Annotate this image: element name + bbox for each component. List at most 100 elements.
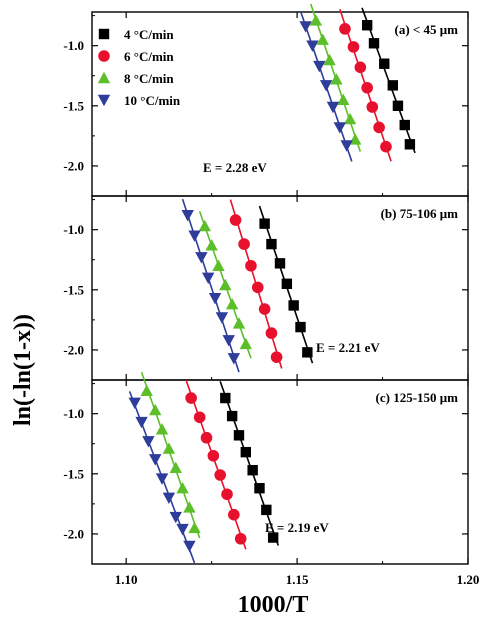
data-point <box>288 300 299 311</box>
data-point <box>202 272 215 284</box>
data-point <box>261 504 272 516</box>
data-point <box>232 317 246 329</box>
activation-energy-label: E = 2.19 eV <box>265 520 329 535</box>
y-tick-label: -1.5 <box>63 282 84 297</box>
legend-marker <box>98 28 110 40</box>
data-point <box>198 219 211 232</box>
data-point <box>176 482 189 494</box>
series-10-cmin <box>128 391 196 564</box>
data-point <box>162 492 176 505</box>
data-point <box>207 449 220 462</box>
legend-entry: 6 °C/min <box>98 49 174 64</box>
data-point <box>380 140 392 153</box>
data-point <box>361 20 373 31</box>
data-point <box>347 41 360 53</box>
data-point <box>313 60 326 73</box>
data-point <box>185 392 197 404</box>
data-point <box>234 532 247 545</box>
data-point <box>379 58 390 69</box>
series-8-cmin <box>198 211 253 359</box>
data-point <box>343 112 357 125</box>
data-point <box>258 303 271 315</box>
x-tick-label: 1.10 <box>115 572 138 587</box>
data-point <box>212 259 225 271</box>
data-point <box>354 61 367 74</box>
y-tick-label: -1.0 <box>63 222 84 237</box>
data-point <box>176 523 189 536</box>
y-tick-label: -2.0 <box>63 342 84 357</box>
data-point <box>245 259 257 272</box>
series-10-cmin <box>181 198 241 373</box>
data-point <box>239 337 253 350</box>
data-point <box>361 81 373 94</box>
y-tick-label: -2.0 <box>63 158 84 173</box>
data-point <box>302 347 313 358</box>
panel-a: -1.0 -1.5 -2.0 (a) < 45 μm E = 2.28 eV <box>63 3 469 197</box>
panel-label: (b) 75-106 μm <box>381 206 459 221</box>
data-point <box>155 473 169 485</box>
panel-b: -1.0 -1.5 -2.0 (b) 75-106 μm E = 2.21 eV <box>63 195 469 381</box>
legend-entry: 4 °C/min <box>98 27 174 42</box>
data-point <box>215 312 229 324</box>
data-point <box>340 140 353 152</box>
fit-line <box>219 381 280 546</box>
data-point <box>140 384 153 397</box>
data-point <box>387 80 398 91</box>
legend-label: 10 °C/min <box>124 93 181 108</box>
data-point <box>149 454 162 466</box>
series-6-cmin <box>339 8 392 162</box>
x-axis-label: 1000/T <box>238 592 309 618</box>
data-point <box>169 461 182 473</box>
data-point <box>259 218 270 229</box>
data-point <box>238 238 250 250</box>
data-point <box>181 210 194 222</box>
data-point <box>392 100 404 112</box>
data-point <box>169 511 182 524</box>
data-point <box>323 53 336 66</box>
legend-label: 8 °C/min <box>124 71 174 86</box>
data-point <box>368 38 380 49</box>
data-point <box>295 321 306 333</box>
fit-line <box>185 379 247 550</box>
data-point <box>267 532 279 543</box>
data-point <box>349 133 362 145</box>
x-tick-label: 1.20 <box>457 572 480 587</box>
data-point <box>193 411 206 424</box>
data-point <box>266 238 277 250</box>
panel-label: (a) < 45 μm <box>394 22 458 37</box>
legend-entry: 8 °C/min <box>97 71 174 86</box>
series-4-cmin <box>258 205 314 364</box>
data-point <box>149 403 162 416</box>
data-point <box>306 40 319 52</box>
data-point <box>195 252 208 264</box>
data-point <box>366 101 379 113</box>
data-point <box>226 410 238 422</box>
series-10-cmin <box>299 10 353 162</box>
y-tick-label: -2.0 <box>63 526 84 541</box>
series-8-cmin <box>309 3 362 152</box>
data-point <box>205 239 218 251</box>
x-tick-label: 1.15 <box>286 572 309 587</box>
data-point <box>219 278 232 291</box>
data-point <box>316 33 329 45</box>
data-point <box>225 298 239 310</box>
data-point <box>135 416 148 429</box>
data-point <box>319 80 333 92</box>
data-point <box>162 442 176 454</box>
data-point <box>373 121 385 134</box>
data-point <box>183 501 196 513</box>
series-6-cmin <box>229 199 283 369</box>
data-point <box>326 101 340 114</box>
legend-label: 6 °C/min <box>124 49 174 64</box>
data-point <box>221 488 233 501</box>
panel-frame <box>91 379 469 565</box>
fit-line <box>181 198 240 373</box>
data-point <box>227 353 241 365</box>
data-point <box>309 14 323 26</box>
panel-label: (c) 125-150 μm <box>376 390 459 405</box>
data-point <box>339 23 351 35</box>
data-point <box>281 278 293 289</box>
data-point <box>188 230 201 242</box>
data-point <box>128 397 141 410</box>
